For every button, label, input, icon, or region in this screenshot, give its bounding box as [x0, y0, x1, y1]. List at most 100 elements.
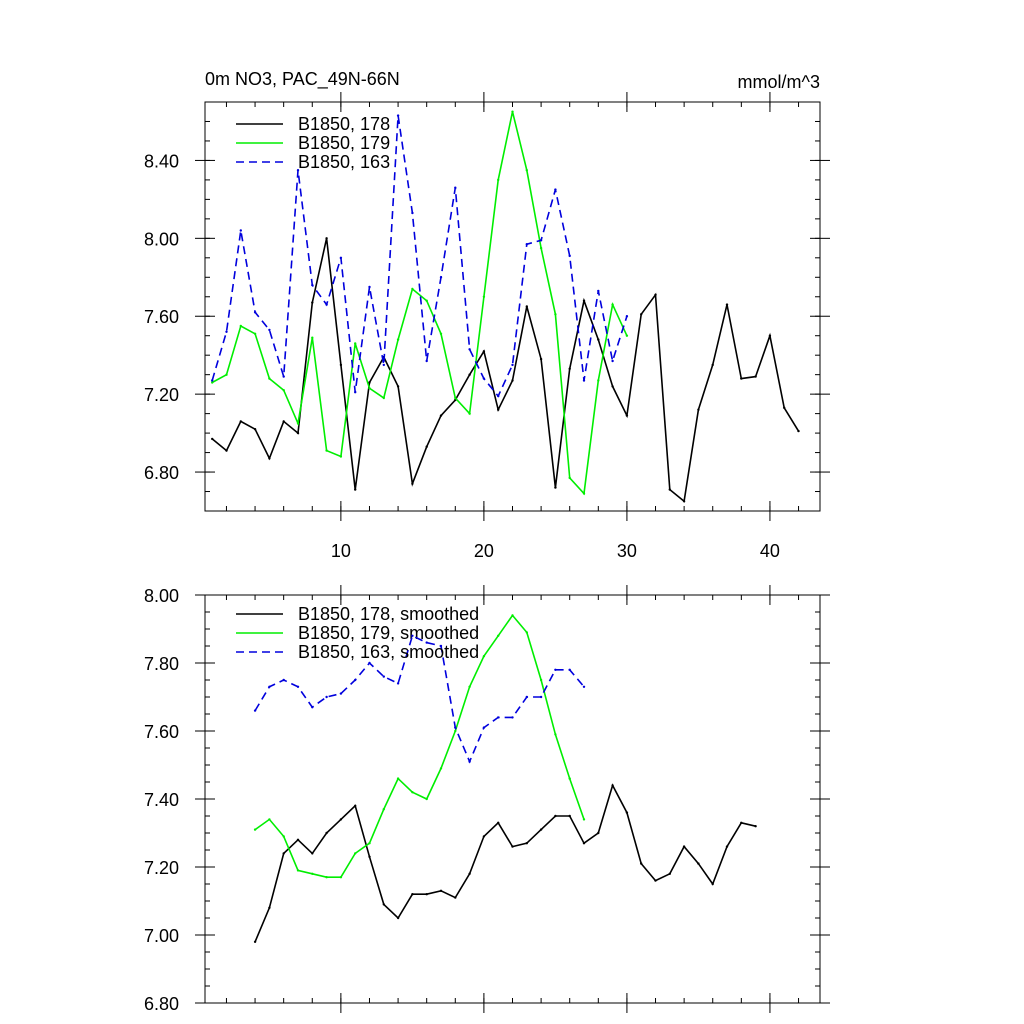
- data-point: [339, 818, 343, 821]
- data-point: [382, 363, 385, 367]
- data-point: [625, 315, 629, 318]
- y-tick-label: 8.40: [144, 151, 179, 171]
- data-point: [425, 445, 428, 448]
- data-point: [468, 412, 471, 415]
- data-point: [511, 845, 514, 848]
- data-point: [354, 852, 357, 855]
- data-point: [697, 862, 700, 865]
- data-point: [253, 709, 257, 712]
- data-point: [482, 295, 486, 298]
- data-point: [582, 685, 586, 688]
- data-point: [425, 299, 428, 302]
- data-point: [268, 685, 271, 688]
- data-point: [568, 777, 571, 780]
- data-point: [568, 476, 571, 480]
- data-point: [525, 695, 528, 699]
- data-point: [368, 381, 371, 384]
- data-point: [311, 872, 314, 875]
- y-tick-label: 7.20: [144, 858, 179, 878]
- data-point: [525, 169, 528, 172]
- data-point: [454, 396, 457, 400]
- data-point: [454, 729, 457, 733]
- data-point: [296, 869, 300, 872]
- data-point: [597, 289, 600, 293]
- data-point: [382, 808, 385, 811]
- data-point: [468, 373, 471, 376]
- data-point: [368, 387, 371, 390]
- data-point: [368, 855, 371, 858]
- data-point: [382, 396, 385, 400]
- series-line-2: [211, 115, 628, 398]
- y-tick-label: 7.60: [144, 307, 179, 327]
- data-point: [411, 482, 414, 485]
- data-point: [439, 644, 443, 648]
- data-point: [568, 668, 571, 671]
- data-point: [282, 375, 285, 378]
- data-point: [568, 814, 571, 818]
- data-point: [711, 882, 714, 886]
- data-point: [439, 889, 443, 892]
- chart-title: 0m NO3, PAC_49N-66N: [205, 69, 400, 90]
- y-tick-label: 8.00: [144, 229, 179, 249]
- data-point: [268, 457, 271, 460]
- data-point: [425, 641, 428, 644]
- data-point: [282, 389, 285, 392]
- data-point: [568, 367, 571, 370]
- data-point: [325, 876, 328, 879]
- data-point: [454, 896, 457, 899]
- data-point: [539, 357, 543, 361]
- data-point: [611, 784, 614, 787]
- data-point: [339, 363, 343, 367]
- data-point: [253, 828, 257, 831]
- data-point: [396, 916, 400, 920]
- data-point: [625, 811, 629, 814]
- data-point: [225, 373, 228, 376]
- legend-label: B1850, 178: [298, 114, 390, 134]
- x-tick-label: 10: [331, 541, 351, 561]
- data-point: [682, 845, 686, 848]
- data-point: [539, 695, 543, 699]
- data-point: [640, 862, 643, 865]
- data-point: [611, 385, 614, 388]
- data-point: [482, 377, 486, 380]
- data-point: [568, 254, 571, 258]
- data-point: [282, 835, 285, 838]
- data-point: [382, 903, 385, 906]
- data-point: [511, 614, 514, 617]
- data-point: [554, 668, 557, 671]
- data-point: [439, 276, 443, 279]
- data-point: [611, 303, 614, 306]
- data-point: [211, 437, 214, 441]
- data-point: [282, 852, 285, 855]
- data-point: [740, 821, 743, 824]
- data-point: [482, 726, 486, 729]
- data-point: [725, 845, 729, 848]
- data-point: [354, 342, 357, 345]
- data-point: [482, 655, 486, 658]
- x-tick-label: 40: [760, 541, 780, 561]
- data-point: [225, 449, 228, 452]
- data-point: [354, 678, 357, 682]
- y-tick-label: 7.80: [144, 654, 179, 674]
- data-point: [582, 379, 586, 382]
- data-point: [511, 110, 514, 113]
- data-point: [554, 814, 557, 818]
- legend-label: B1850, 163: [298, 152, 390, 172]
- data-point: [268, 818, 271, 821]
- data-point: [368, 661, 371, 665]
- data-point: [497, 178, 500, 182]
- data-point: [454, 726, 457, 729]
- data-point: [497, 716, 500, 719]
- data-point: [597, 379, 600, 382]
- data-point: [311, 283, 314, 287]
- y-tick-label: 7.60: [144, 722, 179, 742]
- data-point: [797, 429, 800, 433]
- data-point: [411, 791, 414, 794]
- y-tick-label: 6.80: [144, 463, 179, 483]
- data-point: [468, 348, 471, 351]
- data-point: [311, 852, 314, 855]
- y-tick-label: 6.80: [144, 994, 179, 1014]
- legend-label: B1850, 178, smoothed: [298, 604, 479, 624]
- data-point: [268, 328, 271, 332]
- bottom-panel: 6.80 7.00 7.20 7.40 7.60 7.80 8.00 B1850, 178, …: [144, 585, 830, 1014]
